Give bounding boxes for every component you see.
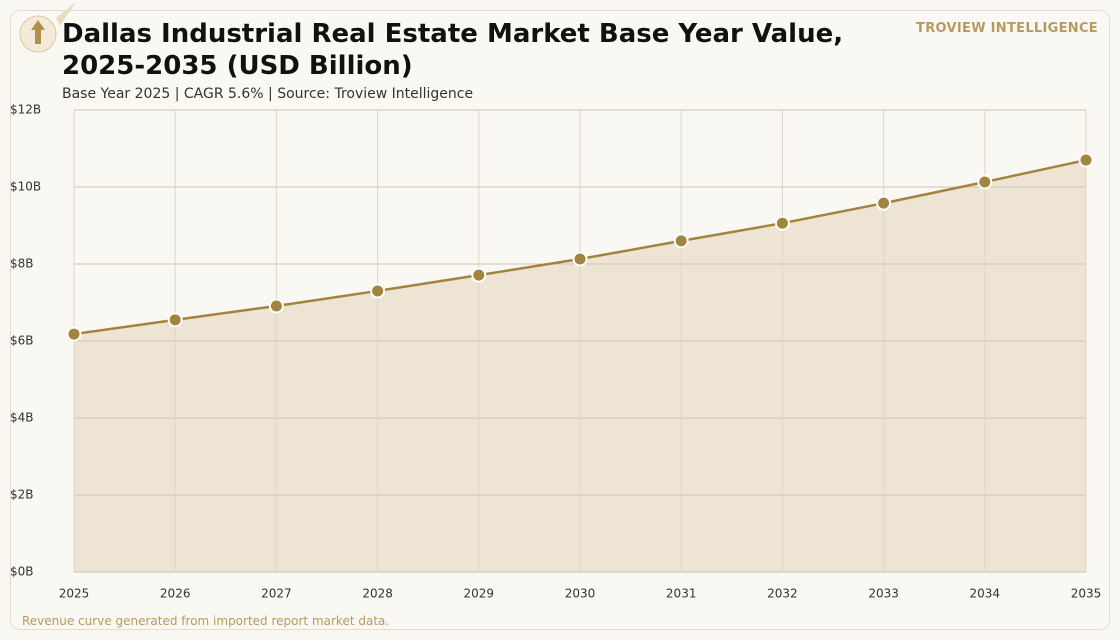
x-tick-label: 2030 <box>565 587 596 601</box>
y-tick-label: $0B <box>10 565 34 579</box>
x-tick-label: 2029 <box>464 587 495 601</box>
x-tick-label: 2027 <box>261 587 292 601</box>
footnote: Revenue curve generated from imported re… <box>22 614 390 628</box>
logo-flag <box>56 2 76 26</box>
brand: TROVIEW INTELLIGENCE <box>916 21 1098 36</box>
marker <box>471 267 487 283</box>
marker <box>370 283 386 299</box>
y-tick-label: $2B <box>10 488 34 502</box>
y-tick-label: $8B <box>10 257 34 271</box>
marker <box>572 251 588 267</box>
x-tick-label: 2028 <box>362 587 393 601</box>
x-tick-label: 2026 <box>160 587 191 601</box>
x-tick-label: 2031 <box>666 587 697 601</box>
marker <box>977 174 993 190</box>
y-tick-label: $12B <box>10 103 41 117</box>
x-tick-label: 2035 <box>1071 587 1102 601</box>
y-tick-label: $10B <box>10 180 41 194</box>
x-tick-label: 2033 <box>868 587 899 601</box>
marker <box>268 298 284 314</box>
x-tick-label: 2032 <box>767 587 798 601</box>
marker <box>673 233 689 249</box>
chart-title: Dallas Industrial Real Estate Market Bas… <box>62 19 844 81</box>
marker <box>774 215 790 231</box>
y-tick-label: $4B <box>10 411 34 425</box>
x-tick-label: 2025 <box>59 587 90 601</box>
logo-arrow <box>31 20 45 44</box>
x-tick-label: 2034 <box>970 587 1001 601</box>
y-tick-label: $6B <box>10 334 34 348</box>
marker <box>876 195 892 211</box>
marker <box>66 326 82 342</box>
marker <box>167 312 183 328</box>
chart-subtitle: Base Year 2025 | CAGR 5.6% | Source: Tro… <box>62 86 474 102</box>
marker <box>1078 152 1094 168</box>
